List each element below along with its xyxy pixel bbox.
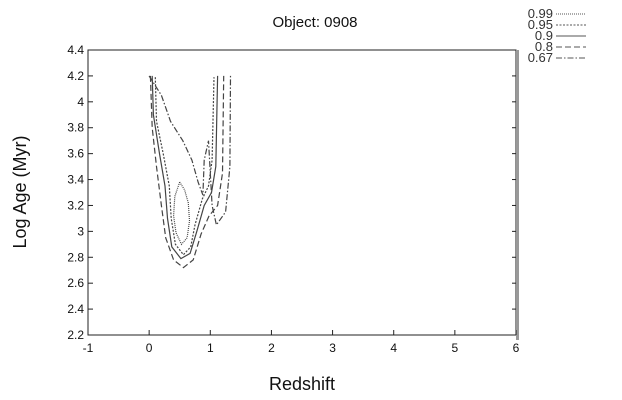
y-tick-label: 2.6 xyxy=(67,276,84,290)
y-tick-label: 2.2 xyxy=(67,328,84,342)
x-tick-label: 1 xyxy=(207,341,214,355)
contour-line xyxy=(151,75,219,260)
x-tick-label: 4 xyxy=(390,341,397,355)
contour-line xyxy=(149,75,225,269)
y-tick-label: 3.8 xyxy=(67,121,84,135)
legend-label: 0.67 xyxy=(528,50,553,65)
x-tick-label: -1 xyxy=(83,341,94,355)
y-tick-label: 3.4 xyxy=(67,173,84,187)
y-tick-label: 4.2 xyxy=(67,69,84,83)
y-tick-label: 2.4 xyxy=(67,302,84,316)
x-tick-label: 6 xyxy=(513,341,520,355)
y-tick-label: 3.6 xyxy=(67,147,84,161)
legend-label: 0.8 xyxy=(535,39,553,54)
y-axis-title: Log Age (Myr) xyxy=(10,135,30,248)
x-tick-label: 3 xyxy=(329,341,336,355)
x-ticks: -1 0 1 2 3 4 5 6 xyxy=(83,330,520,355)
contour-line xyxy=(172,181,191,246)
y-tick-label: 4.4 xyxy=(67,43,84,57)
y-tick-label: 2.8 xyxy=(67,250,84,264)
y-tick-label: 4 xyxy=(77,95,84,109)
y-tick-label: 3.2 xyxy=(67,198,84,212)
contour-line xyxy=(148,75,232,227)
x-axis-title: Redshift xyxy=(269,374,335,394)
chart-title: Object: 0908 xyxy=(272,14,357,31)
legend-label: 0.95 xyxy=(528,17,553,32)
y-ticks: 2.2 2.4 2.6 2.8 3 3.2 3.4 3.6 3.8 4 4.2 4.4 xyxy=(67,43,516,342)
contour-lines xyxy=(148,75,232,269)
x-tick-label: 2 xyxy=(268,341,275,355)
y-tick-label: 3 xyxy=(77,224,84,238)
legend-label: 0.9 xyxy=(535,28,553,43)
legend-label: 0.99 xyxy=(528,6,553,21)
x-tick-label: 0 xyxy=(146,341,153,355)
contour-line xyxy=(154,77,215,256)
x-tick-label: 5 xyxy=(452,341,459,355)
legend: 0.990.950.90.80.67 xyxy=(528,6,586,65)
